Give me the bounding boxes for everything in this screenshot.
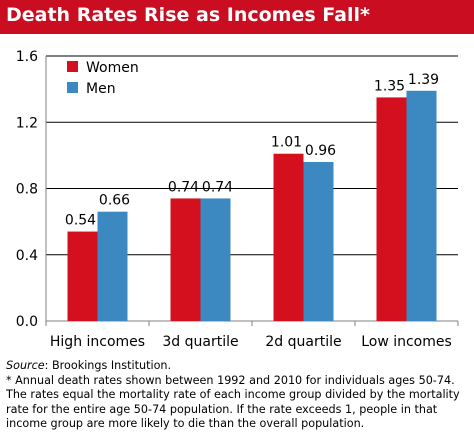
source-text: : Brookings Institution.	[44, 359, 172, 372]
footnote: * Annual death rates shown between 1992 …	[6, 373, 460, 431]
y-tick-label: 0.0	[16, 314, 38, 330]
data-label: 0.74	[168, 179, 199, 195]
data-label: 1.35	[374, 78, 405, 94]
legend-swatch-women	[67, 61, 78, 72]
bar-women	[170, 198, 201, 321]
data-label: 1.01	[271, 135, 302, 151]
x-tick-label: 2d quartile	[265, 334, 341, 350]
bar-men	[303, 162, 334, 321]
title-bar: Death Rates Rise as Incomes Fall*	[0, 0, 474, 34]
notes: Source: Brookings Institution. * Annual …	[6, 359, 470, 432]
y-tick-label: 0.8	[16, 182, 38, 198]
data-label: 1.39	[408, 72, 439, 88]
data-label: 0.54	[65, 213, 96, 229]
x-tick-label: High incomes	[50, 334, 145, 350]
legend-label-women: Women	[86, 60, 139, 76]
bar-women	[376, 97, 407, 321]
data-label: 0.96	[305, 143, 336, 159]
bar-men	[406, 90, 437, 321]
x-tick-label: Low incomes	[361, 334, 452, 350]
data-label: 0.74	[202, 179, 233, 195]
chart-title: Death Rates Rise as Incomes Fall*	[6, 4, 370, 26]
y-tick-label: 1.2	[16, 115, 38, 131]
source-note: Source: Brookings Institution.	[6, 359, 470, 374]
bar-men	[97, 211, 128, 321]
legend-label-men: Men	[86, 81, 116, 97]
legend-swatch-men	[67, 82, 78, 93]
bar-women	[273, 153, 304, 321]
x-tick-label: 3d quartile	[162, 334, 238, 350]
y-tick-label: 0.4	[16, 248, 38, 264]
bar-women	[67, 231, 98, 321]
data-label: 0.66	[99, 193, 130, 209]
bar-men	[200, 198, 231, 321]
source-label: Source	[6, 359, 45, 372]
y-tick-label: 1.6	[16, 49, 38, 65]
